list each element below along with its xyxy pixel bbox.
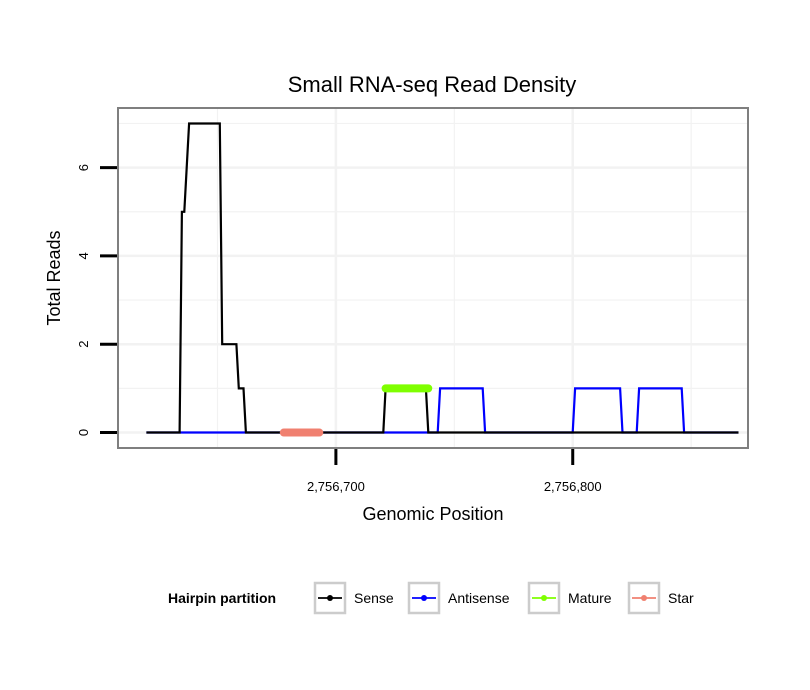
y-tick-label: 2 (76, 341, 91, 348)
y-tick-label: 6 (76, 164, 91, 171)
legend-label-mature: Mature (568, 590, 612, 606)
plot-panel-background (118, 108, 748, 448)
grid-lines (118, 108, 748, 448)
series-layer (146, 122, 739, 437)
y-tick-label: 4 (76, 252, 91, 259)
x-tick-label: 2,756,800 (544, 479, 602, 494)
legend-key-point-star (641, 595, 647, 601)
legend-key-point-antisense (421, 595, 427, 601)
legend-key-point-mature (541, 595, 547, 601)
chart-title: Small RNA-seq Read Density (288, 72, 577, 97)
legend-label-antisense: Antisense (448, 590, 510, 606)
series-antisense-line (146, 387, 739, 434)
axis-layer: 0 2 4 6 2,756,700 2,756,800 (76, 164, 602, 494)
plot-panel-border (117, 107, 749, 449)
y-tick-label: 0 (76, 429, 91, 436)
legend-key-point-sense (327, 595, 333, 601)
y-axis-title: Total Reads (44, 230, 64, 325)
x-tick-label: 2,756,700 (307, 479, 365, 494)
legend: Hairpin partition Sense Antisense Mature… (168, 581, 694, 615)
legend-label-star: Star (668, 590, 694, 606)
legend-title: Hairpin partition (168, 590, 276, 606)
legend-label-sense: Sense (354, 590, 394, 606)
x-axis-title: Genomic Position (362, 504, 503, 524)
